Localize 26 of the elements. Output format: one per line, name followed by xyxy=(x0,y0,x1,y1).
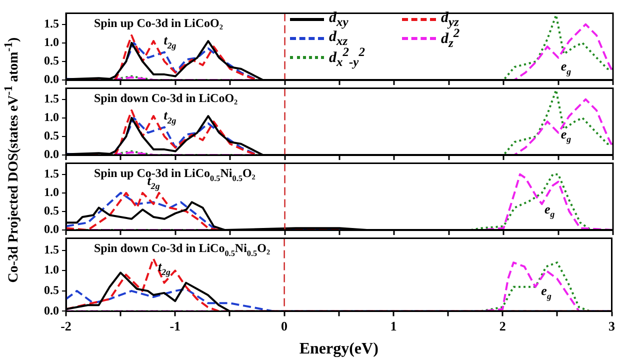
chart-title: Spin down Co-3d in LiCoO₂ xyxy=(94,91,238,106)
y-tick-label: 0.5 xyxy=(44,54,59,68)
y-tick-label: 0.0 xyxy=(44,72,59,86)
x-axis-title: Energy(eV) xyxy=(299,340,378,358)
legend-label: d$_{xz}$ xyxy=(329,28,348,48)
y-tick-label: 1.0 xyxy=(44,184,59,199)
x-tick-label: -2 xyxy=(60,318,72,334)
y-tick-label: 1.5 xyxy=(44,242,59,256)
y-tick-label: 1.5 xyxy=(44,16,59,30)
y-tick-label: 1.0 xyxy=(44,34,59,49)
y-tick-label: 1.0 xyxy=(44,110,59,124)
y-tick-label: 0.0 xyxy=(44,147,59,162)
chart-title: Spin up Co-3d in LiCoO₂ xyxy=(94,16,224,30)
x-tick-label: -1 xyxy=(170,318,181,334)
y-tick-label: 0.0 xyxy=(44,303,59,318)
x-tick-label: 3 xyxy=(608,318,616,334)
x-tick-label: 2 xyxy=(499,318,506,334)
y-tick-label: 0.0 xyxy=(44,222,59,236)
y-tick-label: 0.5 xyxy=(44,128,59,143)
x-tick-label: 0 xyxy=(281,318,288,334)
y-tick-label: 1.5 xyxy=(44,166,59,180)
x-tick-label: 1 xyxy=(390,318,397,334)
y-tick-label: 0.5 xyxy=(44,283,59,298)
y-tick-label: 1.5 xyxy=(44,91,59,106)
y-tick-label: 1.0 xyxy=(44,262,59,277)
y-tick-label: 0.5 xyxy=(44,204,59,218)
